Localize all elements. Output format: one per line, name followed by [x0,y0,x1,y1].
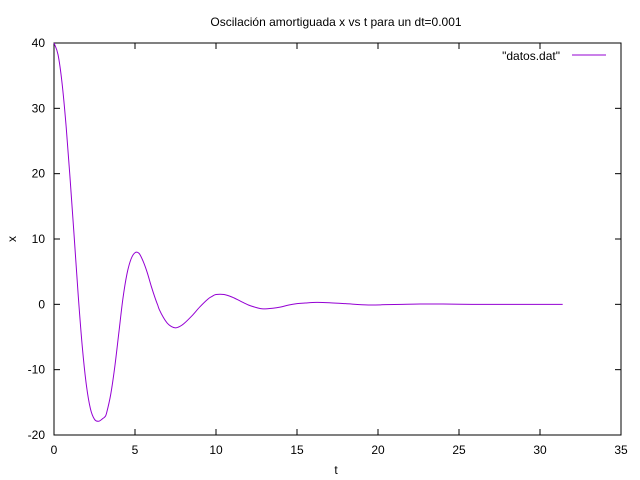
x-tick-label: 35 [614,443,628,457]
x-tick-label: 15 [290,443,304,457]
plot-border [53,42,622,436]
legend-label-datos: "datos.dat" [502,49,560,63]
x-tick-label: 5 [132,443,139,457]
y-tick-label: 30 [32,101,46,115]
x-axis-label: t [334,463,338,477]
y-tick-label: 0 [38,297,45,311]
chart-title: Oscilación amortiguada x vs t para un dt… [210,15,461,29]
y-tick-label: 10 [32,232,46,246]
legend: "datos.dat" [502,49,606,63]
x-tick-label: 20 [371,443,385,457]
y-axis-label: x [5,236,19,242]
y-tick-label: -10 [28,363,46,377]
y-tick-label: 40 [32,36,46,50]
x-tick-label: 30 [533,443,547,457]
x-tick-label: 10 [209,443,223,457]
y-tick-label: -20 [28,428,46,442]
series-line-datos [53,42,563,422]
x-tick-label: 25 [452,443,466,457]
x-tick-label: 0 [51,443,58,457]
x-axis: 0 5 10 15 20 25 30 35 [51,43,628,457]
y-axis: -20 -10 0 10 20 30 40 [28,36,621,442]
y-tick-label: 20 [32,167,46,181]
